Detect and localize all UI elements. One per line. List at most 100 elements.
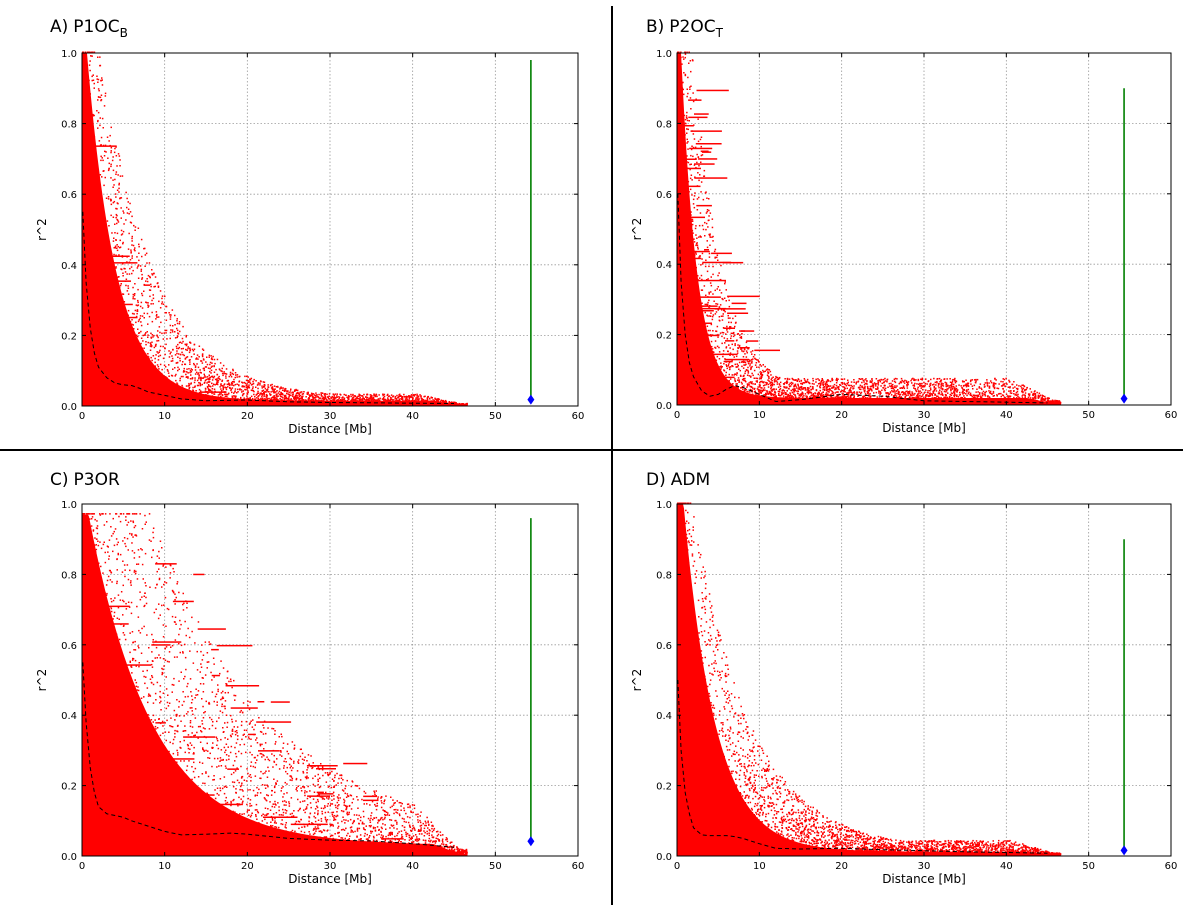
scatter-point (252, 382, 255, 385)
scatter-point (98, 243, 101, 246)
scatter-point (131, 323, 133, 326)
scatter-point (255, 380, 257, 382)
scatter-point (139, 401, 141, 403)
scatter-point (120, 404, 123, 406)
scatter-point (141, 307, 144, 309)
scatter-point (161, 386, 164, 388)
scatter-point (194, 366, 197, 369)
scatter-point (161, 398, 164, 401)
scatter-point (204, 387, 207, 390)
scatter-point (126, 273, 128, 275)
scatter-point (131, 312, 134, 315)
scatter-point (101, 77, 103, 79)
scatter-point (171, 331, 174, 333)
scatter-point (265, 389, 268, 391)
scatter-point (102, 352, 105, 355)
scatter-point (142, 402, 145, 404)
scatter-point (141, 278, 143, 280)
scatter-point (280, 393, 283, 396)
scatter-point (144, 265, 146, 267)
scatter-point (94, 389, 96, 392)
scatter-point (312, 393, 315, 395)
scatter-point (126, 197, 128, 200)
scatter-point (420, 400, 422, 403)
scatter-point (119, 325, 121, 328)
scatter-point (90, 365, 92, 368)
scatter-point (92, 369, 94, 372)
scatter-point (382, 394, 384, 397)
scatter-point (142, 390, 144, 393)
scatter-point (145, 341, 147, 343)
scatter-point (116, 232, 119, 235)
scatter-point (131, 382, 134, 384)
scatter-point (127, 400, 130, 402)
scatter-point (433, 399, 436, 402)
scatter-point (119, 362, 122, 364)
scatter-point (93, 239, 95, 241)
scatter-point (88, 179, 90, 182)
scatter-point (327, 403, 329, 405)
scatter-point (185, 356, 188, 359)
scatter-point (222, 364, 225, 367)
scatter-point (149, 295, 151, 298)
scatter-point (156, 316, 158, 318)
scatter-point (197, 402, 199, 404)
scatter-point (88, 223, 90, 225)
scatter-point (268, 391, 270, 393)
scatter-point (343, 403, 345, 405)
scatter-point (283, 395, 286, 397)
scatter-point (386, 400, 388, 403)
scatter-point (104, 350, 106, 352)
scatter-point (214, 396, 216, 398)
scatter-point (116, 277, 118, 279)
scatter-point (151, 368, 153, 370)
scatter-point (214, 390, 216, 393)
scatter-point (245, 401, 247, 404)
scatter-point (116, 247, 118, 249)
scatter-point (90, 333, 92, 336)
scatter-point (136, 310, 138, 312)
scatter-point (130, 371, 133, 373)
scatter-point (193, 393, 195, 396)
scatter-point (217, 394, 220, 396)
scatter-point (122, 404, 124, 406)
scatter-point (96, 75, 98, 77)
scatter-point (394, 395, 397, 398)
scatter-point (256, 392, 259, 394)
scatter-point (133, 399, 136, 401)
scatter-point (141, 294, 144, 297)
scatter-point (323, 404, 325, 406)
scatter-point (113, 237, 115, 239)
scatter-point (140, 342, 142, 345)
scatter-point (107, 198, 110, 200)
scatter-point (144, 400, 147, 402)
scatter-point (95, 400, 97, 403)
scatter-point (200, 395, 202, 397)
scatter-point (155, 396, 157, 398)
scatter-point (131, 244, 133, 246)
scatter-point (448, 402, 450, 404)
scatter-point (96, 377, 98, 380)
scatter-point (132, 293, 134, 296)
scatter-point (90, 218, 92, 220)
scatter-point (147, 334, 149, 336)
scatter-point (91, 191, 94, 193)
scatter-point (84, 205, 86, 207)
scatter-point (187, 392, 190, 394)
scatter-point (171, 391, 173, 393)
scatter-point (161, 395, 163, 398)
scatter-point (96, 228, 98, 230)
scatter-point (103, 216, 105, 219)
scatter-point (233, 400, 235, 402)
scatter-point (274, 401, 277, 404)
scatter-point (230, 403, 232, 405)
scatter-point (99, 124, 101, 127)
scatter-point (84, 168, 87, 170)
scatter-point (286, 399, 288, 402)
scatter-point (112, 370, 114, 372)
scatter-point (217, 381, 219, 384)
scatter-point (106, 387, 109, 389)
scatter-point (182, 401, 184, 403)
scatter-point (190, 392, 192, 395)
scatter-point (271, 402, 273, 405)
